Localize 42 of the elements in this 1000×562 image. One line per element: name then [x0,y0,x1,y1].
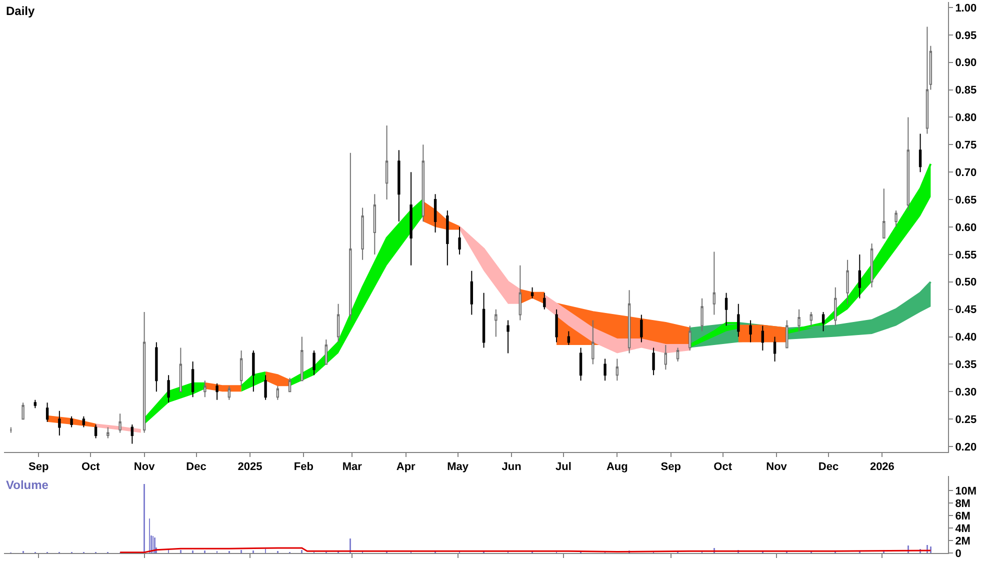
x-tick-label: 2025 [238,461,262,474]
y-tick-label: 0.50 [955,276,977,289]
y-tick-label: 0.85 [955,84,977,97]
y-tick-label: 10M [955,485,977,498]
y-tick-label: 0.90 [955,57,977,70]
y-tick-label: 0.70 [955,166,977,179]
y-tick-label: 0.95 [955,30,977,42]
x-tick-label: May [447,461,470,474]
x-tick-label: Aug [606,461,628,474]
chart-title: Daily [6,4,36,18]
x-tick-label: Sep [28,461,49,474]
y-tick-label: 6M [955,510,970,522]
y-tick-label: 0.30 [955,386,977,398]
y-tick-label: 0.75 [955,140,977,152]
y-tick-label: 4M [955,522,970,535]
y-tick-label: 8M [955,498,970,510]
x-tick-label: Oct [714,461,732,474]
x-tick-label: Oct [81,461,100,474]
y-tick-label: 0.65 [955,194,977,206]
y-tick-label: 0.55 [955,249,977,262]
y-tick-label: 2M [955,535,970,548]
y-tick-label: 0.40 [955,332,977,344]
x-tick-label: Mar [342,461,363,474]
x-tick-label: Sep [660,461,682,474]
x-tick-label: Nov [766,461,788,474]
x-tick-label: Nov [134,461,156,474]
x-tick-label: Feb [294,461,314,474]
x-tick-label: 2026 [870,461,894,474]
y-tick-label: 0.80 [955,112,977,124]
x-tick-label: Dec [818,461,839,474]
y-tick-label: 1.00 [955,2,977,14]
y-tick-label: 0.60 [955,222,977,234]
y-tick-label: 0.25 [955,414,977,426]
x-tick-label: Apr [396,461,416,474]
x-tick-label: Dec [186,461,206,474]
y-tick-label: 0.45 [955,304,977,316]
y-tick-label: 0.20 [955,441,977,454]
x-tick-label: Jul [556,461,572,474]
x-tick-label: Jun [502,461,522,474]
y-tick-label: 0.35 [955,359,977,372]
y-tick-label: 0 [955,548,962,560]
chart-title: Volume [6,478,49,492]
